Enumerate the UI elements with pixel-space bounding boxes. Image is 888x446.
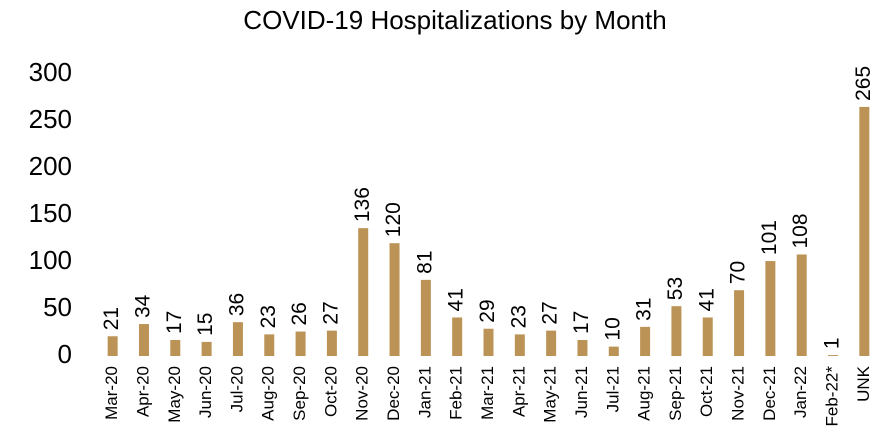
x-tick-label: Oct-21	[697, 366, 716, 417]
x-tick-label: Oct-20	[321, 366, 340, 417]
data-label: 17	[570, 311, 593, 334]
data-label: 10	[601, 317, 624, 340]
x-tick-label: Dec-20	[384, 366, 403, 421]
data-label: 34	[132, 294, 155, 318]
x-tick-label: Mar-20	[102, 366, 121, 420]
bar	[859, 106, 870, 357]
bar	[765, 261, 776, 356]
y-tick-label: 250	[29, 104, 72, 134]
x-tick-label: Sep-20	[290, 366, 309, 421]
x-tick-label: Sep-21	[666, 366, 685, 421]
data-label: 27	[319, 301, 342, 324]
data-label: 26	[288, 302, 311, 325]
x-tick-label: Jun-21	[572, 366, 591, 418]
bar	[295, 331, 306, 356]
data-label: 41	[695, 288, 718, 311]
data-label: 101	[758, 220, 781, 255]
bar	[608, 346, 619, 356]
data-label: 136	[351, 187, 374, 222]
data-label: 1	[821, 337, 844, 349]
bar	[483, 328, 494, 356]
data-label: 17	[163, 311, 186, 334]
x-tick-label: Jul-20	[227, 366, 246, 412]
data-label: 23	[257, 305, 280, 328]
x-tick-label: Feb-21	[447, 366, 466, 420]
bar	[389, 243, 400, 356]
x-tick-label: Apr-21	[509, 366, 528, 417]
bar	[138, 324, 149, 356]
y-tick-label: 50	[43, 292, 72, 322]
x-tick-label: Nov-20	[353, 366, 372, 421]
data-label: 265	[852, 66, 875, 101]
x-tick-label: Aug-20	[259, 366, 278, 421]
data-label: 108	[789, 213, 812, 248]
bar	[796, 254, 807, 356]
x-tick-label: Feb-22*	[823, 366, 842, 427]
bar	[640, 326, 651, 356]
data-label: 81	[413, 251, 436, 274]
y-tick-label: 0	[58, 339, 72, 369]
data-label: 36	[225, 293, 248, 316]
data-label: 21	[100, 307, 123, 330]
data-label: 120	[382, 202, 405, 237]
bar	[107, 336, 118, 356]
bar	[828, 355, 839, 356]
data-label: 70	[727, 261, 750, 284]
x-tick-label: Aug-21	[635, 366, 654, 421]
x-tick-label: Jul-21	[603, 366, 622, 412]
bar	[326, 330, 337, 356]
data-label: 23	[507, 305, 530, 328]
x-tick-label: UNK	[854, 365, 873, 402]
data-label: 41	[445, 288, 468, 311]
x-tick-label: Dec-21	[760, 366, 779, 421]
x-tick-label: Nov-21	[729, 366, 748, 421]
chart-title: COVID-19 Hospitalizations by Month	[243, 5, 666, 35]
bar	[170, 340, 181, 356]
bar	[420, 279, 431, 356]
bar	[671, 306, 682, 356]
x-tick-label: Mar-21	[478, 366, 497, 420]
x-tick-label: Jan-21	[415, 366, 434, 418]
x-tick-label: Jun-20	[196, 366, 215, 418]
y-tick-label: 150	[29, 198, 72, 228]
data-label: 53	[664, 277, 687, 300]
bar	[577, 340, 588, 356]
bar	[232, 322, 243, 356]
bar	[702, 317, 713, 356]
x-tick-label: Apr-20	[133, 366, 152, 417]
bar	[546, 330, 557, 356]
bar	[358, 228, 369, 356]
y-tick-label: 300	[29, 57, 72, 87]
bar	[452, 317, 463, 356]
data-label: 27	[539, 301, 562, 324]
data-label: 15	[194, 313, 217, 336]
x-tick-label: Jan-22	[791, 366, 810, 418]
bar	[264, 334, 275, 356]
data-label: 29	[476, 299, 499, 322]
y-tick-label: 200	[29, 151, 72, 181]
y-tick-label: 100	[29, 245, 72, 275]
data-label: 31	[633, 298, 656, 321]
x-tick-label: May-20	[165, 366, 184, 423]
bar	[201, 341, 212, 356]
bar	[514, 334, 525, 356]
bar	[734, 290, 745, 356]
x-tick-label: May-21	[541, 366, 560, 423]
